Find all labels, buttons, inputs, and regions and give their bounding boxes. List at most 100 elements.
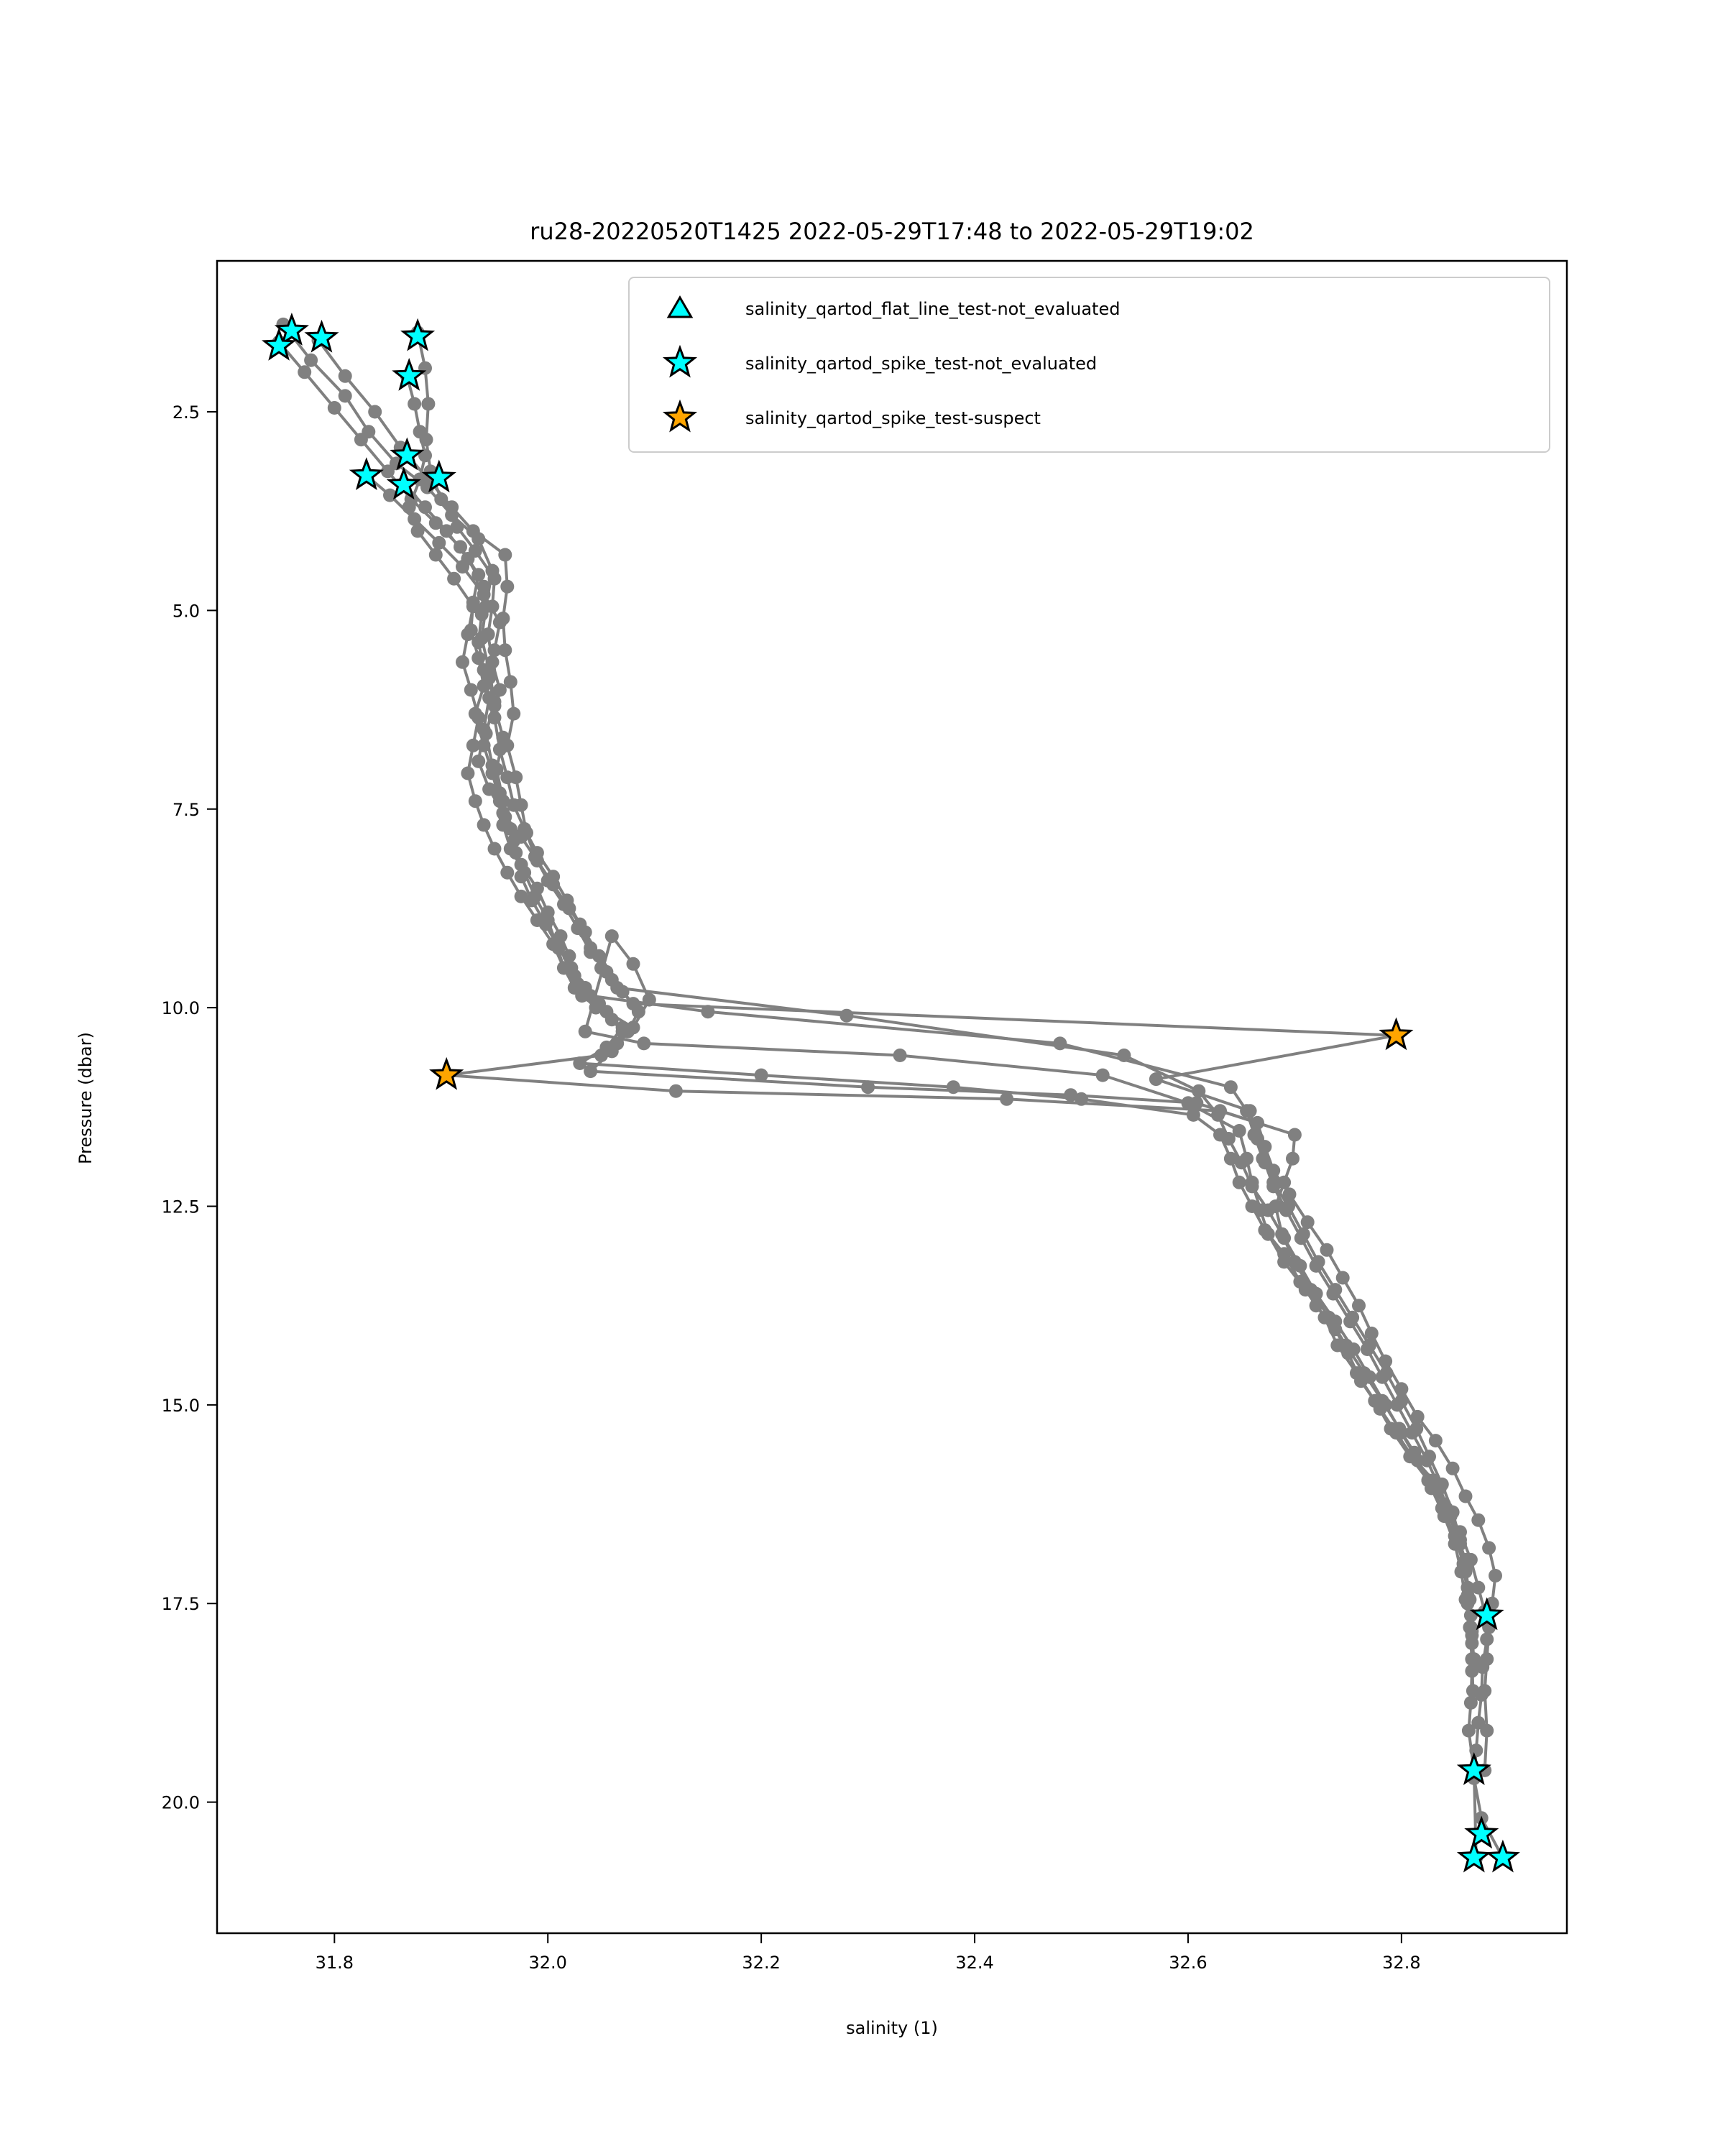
profile-point (584, 941, 598, 955)
profile-point (1053, 1036, 1067, 1051)
spike-not-evaluated-star (1456, 1839, 1491, 1873)
profile-point (610, 981, 625, 995)
profile-point (498, 643, 512, 658)
x-axis-label: salinity (1) (846, 2018, 938, 2038)
profile-point (754, 1068, 768, 1082)
spike-not-evaluated-star (386, 466, 421, 500)
y-tick-label: 5.0 (172, 601, 200, 621)
profile-point (1251, 1115, 1264, 1130)
profile-point (1211, 1107, 1225, 1122)
legend-label: salinity_qartod_flat_line_test-not_evalu… (745, 299, 1120, 319)
y-tick-label: 7.5 (172, 800, 200, 820)
profile-point (428, 548, 443, 562)
profile-point (487, 711, 502, 725)
profile-point (525, 893, 539, 908)
profile-point (489, 763, 504, 776)
profile-point (1261, 1203, 1275, 1217)
profile-point (485, 655, 500, 669)
profile-point (1277, 1175, 1292, 1189)
profile-point (1296, 1227, 1310, 1241)
profile-point (1328, 1283, 1343, 1297)
profile-point (408, 512, 422, 526)
profile-point (1190, 1096, 1204, 1110)
profile-point (1458, 1489, 1473, 1503)
profile-point (1352, 1299, 1366, 1313)
profile-point (1478, 1684, 1492, 1698)
profile-point (304, 353, 318, 367)
profile-point (466, 599, 480, 614)
profile-point (477, 579, 491, 594)
profile-point (626, 997, 640, 1011)
spike-not-evaluated-star (1485, 1839, 1520, 1873)
profile-point (592, 949, 606, 963)
profile-point (1300, 1215, 1315, 1230)
profile-point (1282, 1187, 1297, 1202)
data-layer (262, 313, 1520, 1873)
y-tick-label: 2.5 (172, 402, 200, 423)
profile-point (1309, 1286, 1323, 1301)
legend: salinity_qartod_flat_line_test-not_evalu… (628, 277, 1550, 453)
y-tick-label: 10.0 (162, 998, 200, 1018)
profile-point (615, 1024, 630, 1038)
profile-point (1245, 1199, 1259, 1213)
profile-point (1221, 1132, 1236, 1146)
profile-point (468, 544, 482, 558)
x-tick-label: 32.0 (529, 1953, 567, 1973)
profile-point (421, 397, 436, 411)
profile-point (509, 846, 523, 860)
profile-point (1149, 1072, 1163, 1087)
profile-point (454, 540, 467, 554)
profile-point (701, 1005, 715, 1019)
profile-point (573, 1056, 587, 1070)
profile-point (530, 846, 544, 860)
profile-point (368, 405, 382, 419)
profile-point (584, 989, 598, 1003)
profile-point (410, 524, 425, 538)
profile-point (1364, 1326, 1379, 1340)
profile-point (477, 722, 491, 737)
profile-point (456, 655, 469, 669)
profile-point (1469, 1743, 1484, 1758)
profile-point (472, 651, 486, 665)
profile-point (507, 706, 521, 721)
profile-point (327, 401, 341, 415)
profile-point (468, 794, 482, 808)
profile-point (946, 1080, 960, 1095)
profile-point (447, 571, 461, 586)
profile-point (1245, 1179, 1259, 1194)
profile-point (1461, 1723, 1476, 1738)
profile-point (557, 961, 571, 975)
profile-point (445, 500, 459, 515)
profile-point (487, 571, 502, 586)
profile-point (1465, 1624, 1479, 1639)
profile-point (1258, 1223, 1272, 1238)
profile-point (1117, 1049, 1131, 1062)
profile-point (562, 949, 576, 963)
profile-point (546, 870, 561, 884)
profile-point (1320, 1243, 1334, 1257)
profile-point (668, 1084, 683, 1098)
profile-point (298, 365, 312, 379)
profile-point (530, 913, 544, 927)
profile-point (518, 821, 532, 836)
profile-point (500, 770, 515, 785)
profile-point (1471, 1580, 1486, 1595)
profile-point (1379, 1354, 1393, 1368)
profile-point (413, 425, 427, 439)
profile-point (1379, 1366, 1394, 1381)
profile-point (1394, 1382, 1409, 1396)
profile-point (1287, 1128, 1302, 1142)
legend-marker-star (662, 344, 698, 378)
spike-not-evaluated-star (1469, 1597, 1504, 1631)
profile-point (381, 464, 395, 479)
profile-point (402, 500, 416, 515)
profile-point (1458, 1561, 1473, 1575)
y-tick-label: 17.5 (162, 1594, 200, 1614)
profile-point (1247, 1128, 1261, 1142)
y-axis-ticks: 2.5 5.0 7.5 10.0 12.5 15.0 17.5 20.0 (162, 402, 217, 1813)
profile-point (546, 937, 561, 952)
profile-point (1480, 1652, 1494, 1667)
legend-entries: salinity_qartod_flat_line_test-not_evalu… (662, 295, 1120, 433)
profile-point (1282, 1199, 1295, 1213)
profile-point (637, 1036, 651, 1051)
